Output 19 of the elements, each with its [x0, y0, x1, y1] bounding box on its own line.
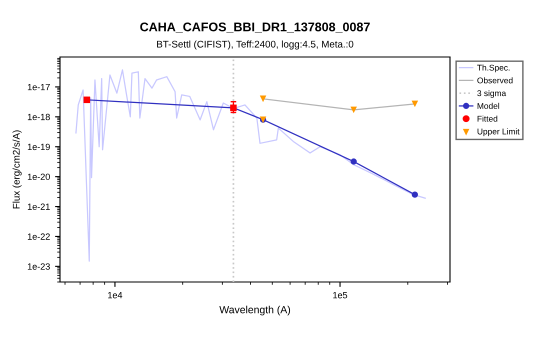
x-axis-title: Wavelength (A) [219, 306, 290, 316]
y-tick-label: 1e-18 [28, 114, 50, 120]
legend-label: Th.Spec. [477, 64, 510, 72]
legend-label: Model [478, 102, 500, 109]
x-tick-label: 1e4 [108, 292, 122, 298]
y-tick-label: 1e-17 [28, 84, 50, 90]
legend-label: Observed [477, 77, 513, 84]
y-axis-title: Flux (erg/cm2/s/A) [12, 130, 22, 208]
legend-label: Fitted [478, 116, 498, 122]
y-tick-label: 1e-19 [28, 144, 50, 150]
y-tick-label: 1e-22 [28, 233, 50, 240]
y-tick-label: 1e-21 [28, 204, 50, 210]
y-tick-label: 1e-20 [28, 174, 50, 180]
y-tick-label: 1e-23 [28, 263, 50, 270]
chart-title: CAHA_CAFOS_BBI_DR1_137808_0087 [140, 22, 370, 33]
legend-label: 3 sigma [477, 90, 506, 98]
x-tick-label: 1e5 [333, 292, 348, 298]
legend-label: Upper Limit [478, 128, 520, 136]
chart-subtitle: BT-Settl (CIFIST), Teff:2400, logg:4.5, Meta.:0 [157, 40, 354, 50]
